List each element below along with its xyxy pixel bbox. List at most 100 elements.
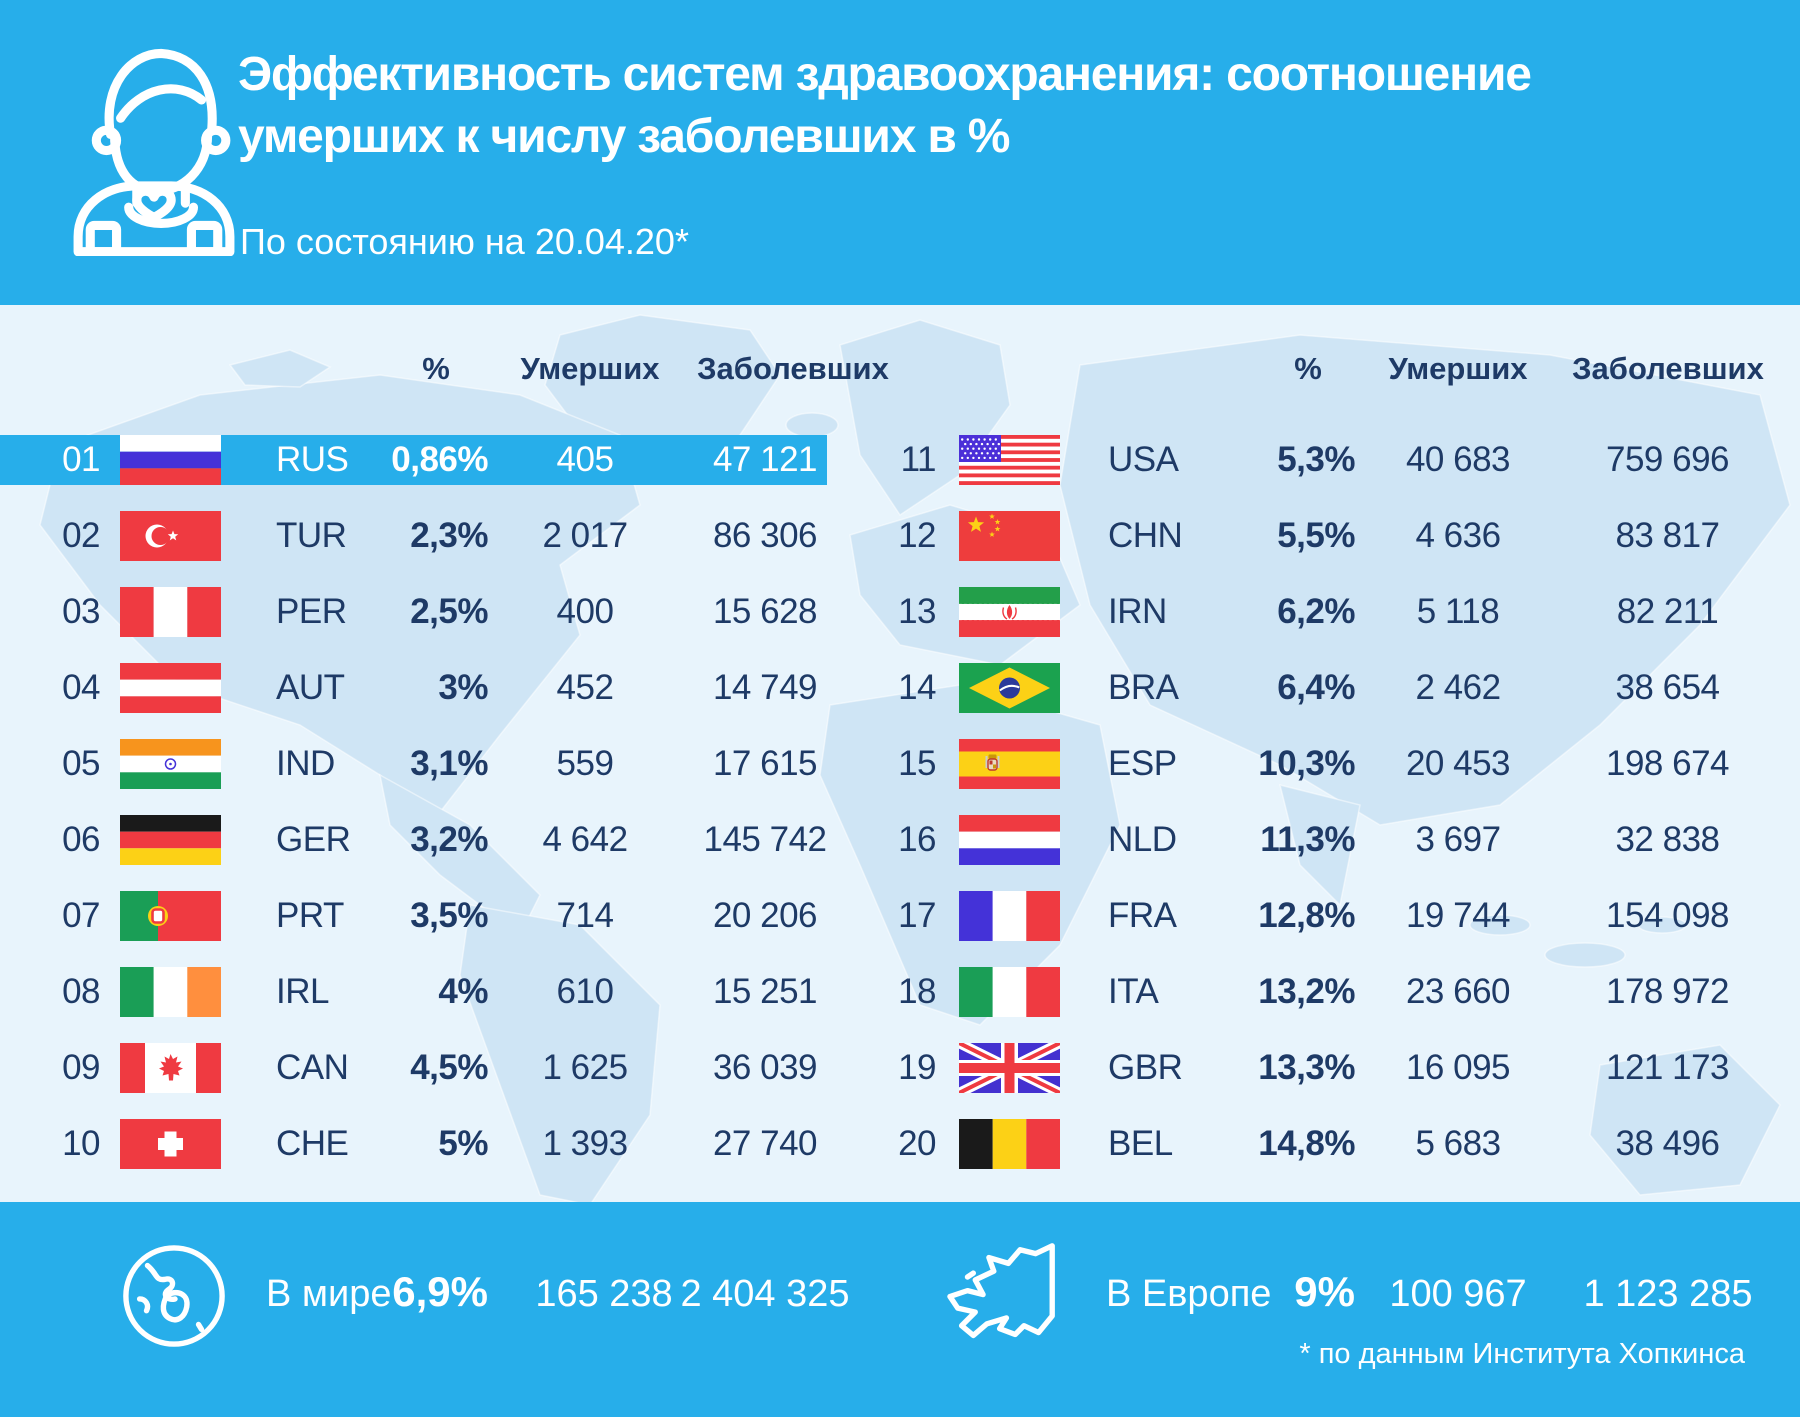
ranking-row-chn: 12 CHN 5,5% 4 636 83 817 [0, 511, 1800, 561]
country-code: CHN [1108, 516, 1183, 555]
cases-value: 36 039 [712, 1048, 818, 1087]
world-map-decoration [39, 314, 1791, 1202]
deaths-value: 559 [556, 744, 614, 783]
country-flag-bra [959, 663, 1060, 713]
country-code: TUR [276, 516, 347, 555]
country-code: GER [276, 820, 351, 859]
country-code: PRT [276, 896, 344, 935]
footnote-source: * по данным Института Хопкинса [1299, 1338, 1745, 1370]
deaths-value: 20 453 [1405, 744, 1511, 783]
death-rate-percent: 5,3% [1277, 440, 1355, 479]
country-flag-ita [959, 967, 1060, 1017]
deaths-value: 400 [556, 592, 614, 631]
ranking-row-che: 10 CHE 5% 1 393 27 740 [0, 1119, 1800, 1169]
rank-number: 03 [62, 592, 100, 631]
country-flag-irl [120, 967, 221, 1017]
title-line2: умерших к числу заболевших в % [238, 110, 1010, 163]
rank-number: 16 [898, 820, 936, 859]
rank-number: 20 [898, 1124, 936, 1163]
cases-value: 82 211 [1616, 592, 1719, 631]
world-percent: 6,9% [392, 1268, 488, 1315]
country-code: PER [276, 592, 347, 631]
deaths-value: 1 625 [542, 1048, 628, 1087]
ranking-row-bra: 14 BRA 6,4% 2 462 38 654 [0, 663, 1800, 713]
country-code: IRL [276, 972, 329, 1011]
death-rate-percent: 4,5% [410, 1048, 488, 1087]
europe-label: В Европе [1106, 1273, 1272, 1315]
deaths-value: 5 118 [1416, 592, 1500, 631]
cases-value: 759 696 [1605, 440, 1730, 479]
rank-number: 14 [898, 668, 936, 707]
ranking-row-usa: 11 USA 5,3% 40 683 759 696 [0, 435, 1800, 485]
country-code: FRA [1108, 896, 1177, 935]
deaths-value: 3 697 [1415, 820, 1501, 859]
country-flag-per [120, 587, 221, 637]
death-rate-percent: 10,3% [1258, 744, 1355, 783]
cases-value: 17 615 [712, 744, 818, 783]
colhead-left-deaths: Умерших [520, 351, 660, 386]
death-rate-percent: 6,4% [1277, 668, 1355, 707]
header-band [0, 0, 1800, 305]
rank-number: 04 [62, 668, 100, 707]
country-flag-esp [959, 739, 1060, 789]
cases-value: 27 740 [712, 1124, 818, 1163]
rank-number: 02 [62, 516, 100, 555]
country-flag-chn [959, 511, 1060, 561]
europe-cases: 1 123 285 [1583, 1273, 1753, 1315]
ranking-row-tur: 02 TUR 2,3% 2 017 86 306 [0, 511, 1800, 561]
country-code: CAN [276, 1048, 349, 1087]
europe-deaths: 100 967 [1389, 1273, 1527, 1315]
colhead-right-percent: % [1294, 351, 1322, 386]
death-rate-percent: 3,2% [410, 820, 488, 859]
deaths-value: 4 642 [542, 820, 628, 859]
cases-value: 83 817 [1615, 516, 1720, 555]
ranking-row-can: 09 CAN 4,5% 1 625 36 039 [0, 1043, 1800, 1093]
country-flag-prt [120, 891, 221, 941]
country-flag-tur [120, 511, 221, 561]
ranking-row-fra: 17 FRA 12,8% 19 744 154 098 [0, 891, 1800, 941]
ranking-row-irl: 08 IRL 4% 610 15 251 [0, 967, 1800, 1017]
country-flag-irn [959, 587, 1060, 637]
rank-number: 12 [898, 516, 936, 555]
cases-value: 86 306 [712, 516, 818, 555]
doctor-heart-icon [68, 36, 240, 256]
rank-number: 09 [62, 1048, 100, 1087]
ranking-row-irn: 13 IRN 6,2% 5 118 82 211 [0, 587, 1800, 637]
country-code: BRA [1108, 668, 1179, 707]
rank-number: 15 [898, 744, 936, 783]
death-rate-percent: 3,1% [410, 744, 488, 783]
country-code: GBR [1108, 1048, 1183, 1087]
rank-number: 19 [898, 1048, 936, 1087]
cases-value: 38 654 [1615, 668, 1720, 707]
rank-number: 05 [62, 744, 100, 783]
country-code: ESP [1108, 744, 1177, 783]
europe-map-icon [938, 1240, 1070, 1352]
rank-number: 10 [62, 1124, 100, 1163]
country-flag-ger [120, 815, 221, 865]
death-rate-percent: 5,5% [1277, 516, 1355, 555]
ranking-row-aut: 04 AUT 3% 452 14 749 [0, 663, 1800, 713]
death-rate-percent: 3% [438, 668, 488, 707]
country-code: CHE [276, 1124, 349, 1163]
cases-value: 15 628 [712, 592, 818, 631]
deaths-value: 1 393 [542, 1124, 628, 1163]
country-flag-ind [120, 739, 221, 789]
country-flag-aut [120, 663, 221, 713]
rank-number: 07 [62, 896, 100, 935]
colhead-right-cases: Заболевших [1572, 351, 1764, 386]
deaths-value: 23 660 [1405, 972, 1511, 1011]
ranking-row-gbr: 19 GBR 13,3% 16 095 121 173 [0, 1043, 1800, 1093]
cases-value: 121 173 [1605, 1048, 1730, 1087]
cases-value: 145 742 [703, 820, 827, 859]
deaths-value: 4 636 [1415, 516, 1501, 555]
death-rate-percent: 0,86% [391, 440, 488, 479]
cases-value: 32 838 [1615, 820, 1720, 859]
rank-number: 01 [62, 440, 100, 479]
europe-percent: 9% [1294, 1268, 1355, 1315]
deaths-value: 5 683 [1415, 1124, 1501, 1163]
country-flag-rus [120, 435, 221, 485]
ranking-row-ind: 05 IND 3,1% 559 17 615 [0, 739, 1800, 789]
rank-number: 06 [62, 820, 100, 859]
rank-number: 13 [898, 592, 936, 631]
